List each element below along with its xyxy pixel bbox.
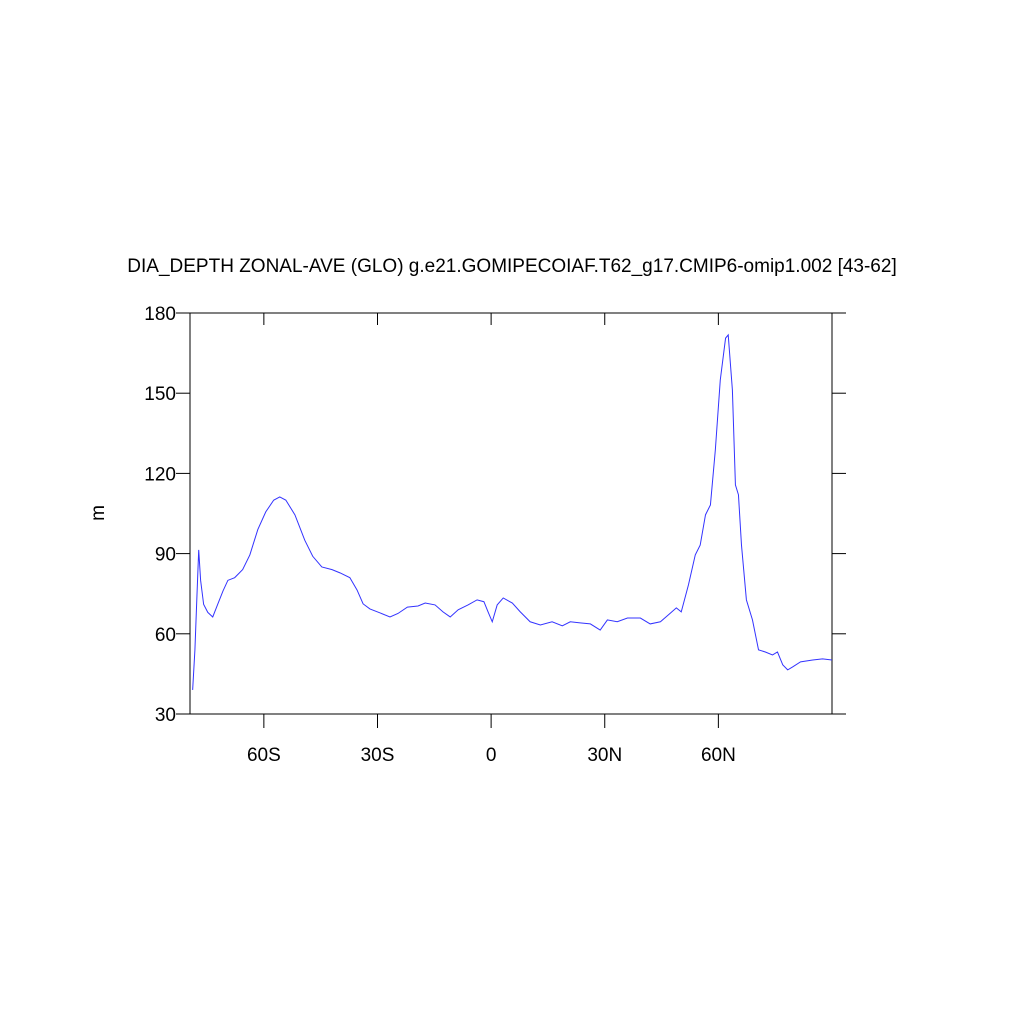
y-tick-label: 90 [155,545,176,566]
x-tick-label: 30N [587,745,622,766]
chart-title: DIA_DEPTH ZONAL-AVE (GLO) g.e21.GOMIPECO… [127,256,896,277]
data-line [192,333,833,690]
y-tick-label: 150 [144,384,176,405]
x-tick-label: 30S [361,745,395,766]
x-tick-label: 60S [247,745,281,766]
y-axis-label: m [88,505,109,521]
y-tick-label: 120 [144,464,176,485]
x-tick-label: 60N [701,745,736,766]
y-tick-label: 60 [155,625,176,646]
y-tick-label: 180 [144,304,176,325]
x-tick-label: 0 [486,745,497,766]
plot-frame [189,312,833,715]
y-tick-label: 30 [155,705,176,726]
